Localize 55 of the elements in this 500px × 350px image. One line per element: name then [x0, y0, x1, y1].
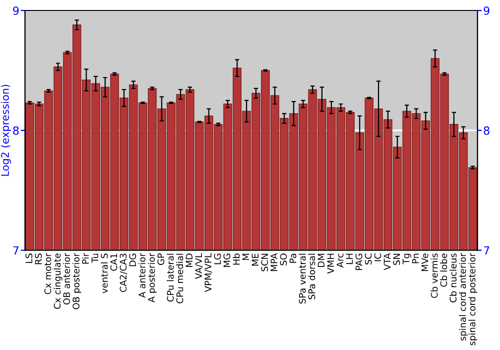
x-tick-label: Pa: [290, 254, 296, 263]
x-tick-label: Pn: [412, 254, 419, 264]
x-tick-label: Cb vermis: [430, 253, 438, 298]
x-tick-label: OB anterior: [63, 253, 70, 304]
x-tick-label: A posterior: [148, 253, 157, 303]
x-tick-label: DM: [318, 254, 324, 267]
x-tick-label: Cx cingulate: [54, 254, 62, 309]
x-tick-label: MG: [223, 254, 230, 267]
x-tick-label: CA2/CA3: [120, 254, 128, 292]
x-tick-label: A anterior: [138, 253, 146, 298]
x-tick-label: spinal cord posterior: [468, 253, 478, 346]
y-tick-label: 9: [13, 6, 19, 15]
x-tick-label: SPa ventral: [298, 254, 306, 304]
y-tick-label: 7: [13, 246, 18, 254]
x-tick-label: MD: [186, 254, 192, 267]
x-tick-label: MVe: [422, 254, 428, 271]
x-tick-label: LS: [26, 254, 32, 263]
x-tick-label: RS: [34, 254, 42, 264]
x-tick-label: Arc: [336, 254, 344, 268]
x-tick-label: MPA: [270, 253, 278, 271]
x-tick-label: Cb lobe: [440, 254, 448, 287]
x-tick-label: SCN: [261, 254, 268, 272]
y2-tick-label: 7: [484, 246, 490, 254]
x-tick-label: OB posterior: [72, 253, 82, 310]
y2-tick-label: 9: [484, 6, 490, 15]
y-tick-label: 8: [13, 126, 19, 135]
x-tick-label: Cx motor: [44, 253, 52, 294]
x-tick-label: Cb nucleus: [450, 253, 457, 302]
x-tick-label: M: [242, 254, 250, 260]
x-tick-label: VPM/VPL: [204, 253, 212, 292]
x-tick-label: Pir: [82, 253, 89, 264]
x-tick-label: ventral S: [100, 254, 108, 294]
x-tick-label: CA1: [110, 254, 118, 271]
x-tick-label: spinal cord anterior: [458, 253, 468, 341]
x-tick-label: SO: [280, 254, 287, 266]
x-tick-label: CPu medial: [176, 254, 184, 304]
x-tick-label: Tu: [92, 254, 98, 263]
x-tick-label: IC: [374, 254, 382, 262]
x-tick-label: SN: [393, 254, 400, 265]
x-tick-label: SPa dorsal: [308, 254, 316, 300]
x-tick-label: VMH: [327, 254, 334, 274]
x-tick-label: SC: [364, 254, 372, 264]
x-tick-label: LH: [346, 254, 353, 264]
x-tick-label: Tg: [402, 254, 412, 264]
x-tick-label: DG: [129, 254, 136, 266]
x-tick-label: LG: [214, 254, 221, 264]
y-axis-title: Log2 (expression): [0, 84, 11, 176]
y2-tick-label: 8: [484, 126, 490, 135]
x-tick-label: Hb: [232, 254, 240, 265]
x-tick-label: PAG: [355, 254, 362, 270]
x-tick-label: CPu lateral: [166, 254, 174, 302]
x-tick-label: VTA: [384, 253, 390, 270]
x-tick-label: ME: [252, 254, 258, 266]
x-tick-label: GP: [157, 253, 164, 265]
x-tick-label: VA/VL: [195, 253, 203, 279]
